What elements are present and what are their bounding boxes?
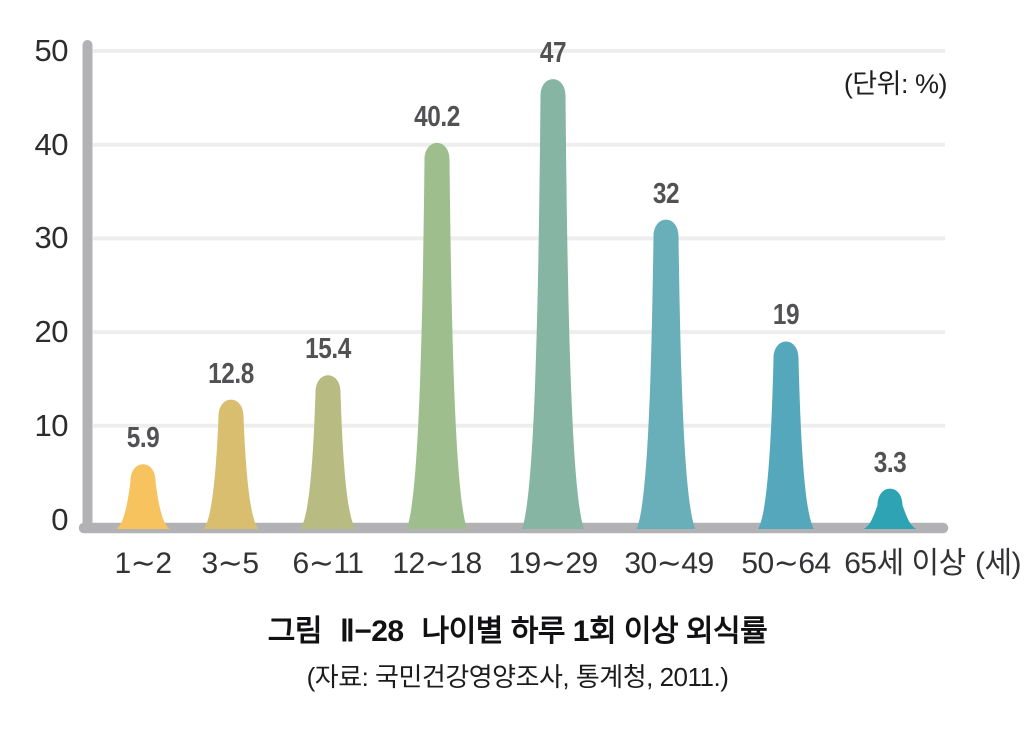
x-category-label-4: 12∼18 <box>392 547 482 580</box>
y-tick-label-0: 0 <box>51 501 68 537</box>
bar-7 <box>757 341 815 529</box>
value-label-2: 12.8 <box>208 357 254 390</box>
figure-caption-title: 나이별 하루 1회 이상 외식률 <box>421 615 768 648</box>
x-category-label-2: 3∼5 <box>201 547 259 580</box>
figure-source: (자료: 국민건강영양조사, 통계청, 2011.) <box>306 662 729 692</box>
value-label-4: 40.2 <box>414 100 460 133</box>
bar-1 <box>116 464 170 529</box>
value-label-8: 3.3 <box>873 446 907 479</box>
bar-6 <box>636 219 696 529</box>
x-category-label-1: 1∼2 <box>114 547 172 580</box>
figure-caption: 그림 Ⅱ−28 나이별 하루 1회 이상 외식률 <box>0 614 1035 650</box>
value-label-3: 15.4 <box>305 333 351 366</box>
x-category-label-3: 6∼11 <box>292 547 364 580</box>
y-tick-label-50: 50 <box>34 33 69 68</box>
bar-2 <box>203 399 259 529</box>
unit-label: (단위: %) <box>843 69 948 99</box>
figure-caption-label: 그림 <box>267 615 323 648</box>
bar-4 <box>406 142 468 529</box>
y-tick-label-40: 40 <box>34 126 69 162</box>
x-category-label-8: 65세 이상 <box>844 547 966 580</box>
x-category-label-6: 30∼49 <box>624 547 714 580</box>
bar-5 <box>522 79 584 529</box>
y-tick-label-10: 10 <box>34 407 69 443</box>
y-tick-label-30: 30 <box>34 220 69 256</box>
y-tick-label-20: 20 <box>34 314 69 350</box>
figure-caption-number: Ⅱ−28 <box>339 615 404 648</box>
x-category-label-5: 19∼29 <box>508 547 598 580</box>
value-label-5: 47 <box>539 37 567 70</box>
value-label-7: 19 <box>772 299 800 332</box>
bar-8 <box>863 488 917 529</box>
x-axis-unit-label: (세) <box>974 547 1022 580</box>
value-label-1: 5.9 <box>126 422 160 455</box>
value-label-6: 32 <box>652 177 680 210</box>
x-category-label-7: 50∼64 <box>741 547 831 580</box>
bar-3 <box>300 375 356 529</box>
